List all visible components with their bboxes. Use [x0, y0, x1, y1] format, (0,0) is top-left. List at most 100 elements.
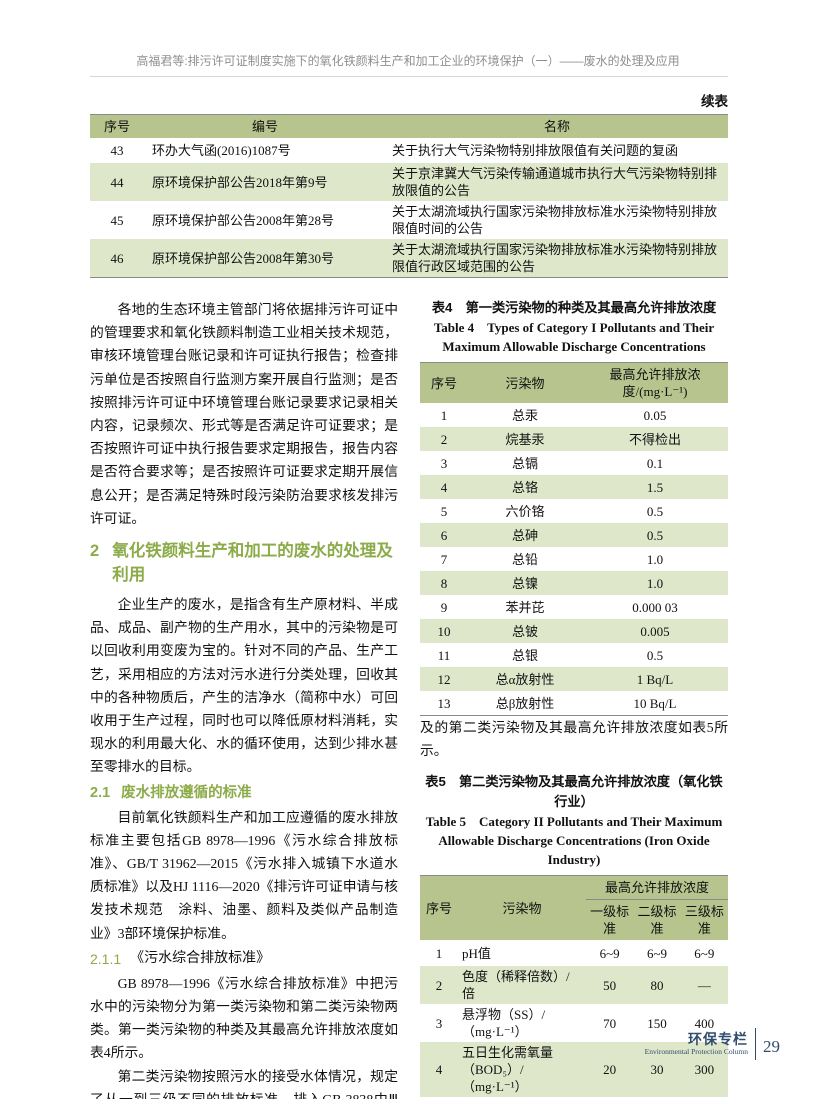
footer-divider	[755, 1028, 756, 1060]
table-cell: 1.0	[646, 575, 664, 591]
table-cell: 总砷	[511, 527, 538, 543]
continued-table-label: 续表	[701, 94, 728, 109]
paragraph: 及的第二类污染物及其最高允许排放浓度如表5所示。	[420, 720, 728, 759]
table-cell: —	[697, 977, 711, 993]
section-number: 2.1.1	[90, 950, 122, 967]
table-cell: 总银	[511, 647, 538, 663]
column-header-pollutant: 污染物	[458, 875, 586, 941]
page-footer: 环保专栏 Environmental Protection Column 29	[645, 1028, 780, 1060]
column-header-grade2: 二级标准	[633, 899, 681, 941]
table-row: 4 总铬 1.5	[420, 475, 728, 499]
column-header-grade1: 一级标准	[586, 899, 634, 941]
header-divider	[90, 76, 728, 77]
column-header-index: 序号	[420, 362, 468, 403]
section-number: 2	[90, 542, 100, 561]
table-row: 3 悬浮物（SS）/（mg·L⁻¹） 70 150 400	[420, 1004, 728, 1042]
table-cell: 30	[650, 1062, 664, 1078]
category1-pollutants-table: 序号 污染物 最高允许排放浓度/(mg·L⁻¹) 1 总汞 0.05 2 烷基汞 不得检出…	[420, 362, 728, 716]
table-cell: 1.5	[646, 479, 664, 495]
table-body: 1 总汞 0.05 2 烷基汞 不得检出 3 总镉 0.1 4 总铬 1.5 5 六价铬 0.5 6 总砷 0.5…	[420, 403, 728, 716]
table-row: 44 原环境保护部公告2018年第9号 关于京津冀大气污染传输通道城市执行大气污染物…	[90, 163, 728, 201]
table-row: 9 苯并芘 0.000 03	[420, 595, 728, 619]
page-content: 续表 序号 编号 名称 43 环办大气函(2016)1087号 关于执行大气污染物特…	[90, 90, 728, 1099]
table-cell: 44	[110, 174, 124, 190]
column-header-pollutant: 污染物	[468, 362, 582, 403]
footer-column-label: 环保专栏 Environmental Protection Column	[645, 1031, 748, 1057]
table-row: 6 总砷 0.5	[420, 523, 728, 547]
table-cell: 1.0	[646, 551, 664, 567]
paragraph: 企业生产的废水，是指含有生产原材料、半成品、成品、副产物的生产用水，其中的污染物…	[90, 597, 398, 775]
footer-column-en: Environmental Protection Column	[644, 1047, 748, 1056]
table-cell: 3	[440, 455, 448, 471]
right-column: 表4 第一类污染物的种类及其最高允许排放浓度 Table 4 Types of …	[420, 298, 728, 1099]
column-header-concentration: 最高允许排放浓度/(mg·L⁻¹)	[582, 362, 728, 403]
table-cell: 5	[440, 503, 448, 519]
paragraph: 各地的生态环境主管部门将依据排污许可证中的管理要求和氧化铁颜料制造工业相关技术规…	[90, 302, 398, 526]
table-cell: 0.000 03	[632, 599, 678, 615]
table-row: 4 五日生化需氧量（BOD₅）/（mg·L⁻¹） 20 30 300	[420, 1042, 728, 1098]
column-header-index: 序号	[90, 114, 144, 138]
table-cell: 五日生化需氧量（BOD₅）/（mg·L⁻¹）	[462, 1045, 554, 1095]
section-heading-2: 2 氧化铁颜料生产和加工的废水的处理及利用	[90, 539, 398, 587]
table-cell: 0.1	[646, 455, 664, 471]
table-cell: 80	[650, 977, 664, 993]
running-head: 高福君等:排污许可证制度实施下的氧化铁颜料生产和加工企业的环境保护（一）——废水…	[136, 54, 680, 68]
table-cell: 总α放射性	[495, 671, 555, 687]
table-cell: 总铅	[511, 551, 538, 567]
table-cell: 46	[110, 250, 124, 266]
regulations-continued-table: 序号 编号 名称 43 环办大气函(2016)1087号 关于执行大气污染物特别排放…	[90, 114, 728, 278]
table-cell: 4	[435, 1062, 443, 1078]
table-cell: 总镉	[511, 455, 538, 471]
table-cell: 7	[440, 551, 448, 567]
table-cell: 0.5	[646, 647, 664, 663]
table-cell: 70	[603, 1015, 617, 1031]
table-header: 序号 污染物 最高允许排放浓度 一级标准 二级标准 三级标准	[420, 875, 728, 941]
table-cell: 烷基汞	[505, 431, 545, 447]
table-cell: 9	[440, 599, 448, 615]
table-header: 序号 污染物 最高允许排放浓度/(mg·L⁻¹)	[420, 362, 728, 403]
section-title: 氧化铁颜料生产和加工的废水的处理及利用	[112, 542, 393, 585]
table-cell: 6	[440, 527, 448, 543]
table-cell: 0.005	[640, 623, 670, 639]
section-heading-2-1: 2.1 废水排放遵循的标准	[90, 782, 398, 804]
table-cell: 11	[437, 647, 451, 663]
table-row: 5 六价铬 0.5	[420, 499, 728, 523]
table-cell: 50	[603, 977, 617, 993]
table-row: 8 总镍 1.0	[420, 571, 728, 595]
table-cell: 2	[435, 977, 443, 993]
table-cell: 总镍	[511, 575, 538, 591]
table-cell: 20	[603, 1062, 617, 1078]
table-row: 13 总β放射性 10 Bq/L	[420, 691, 728, 716]
table-cell: 10	[437, 623, 451, 639]
table-cell: 43	[110, 143, 124, 158]
paragraph: 第二类污染物按照污水的接受水体情况，规定了从一到三级不同的排放标准。排入GB 3…	[90, 1068, 398, 1099]
table-cell: 6~9	[646, 945, 668, 961]
table-cell: 0.5	[646, 503, 664, 519]
footer-column-cn: 环保专栏	[688, 1031, 748, 1047]
section-title: 废水排放遵循的标准	[121, 784, 252, 801]
table-cell: 苯并芘	[505, 599, 545, 615]
table-cell: 环办大气函(2016)1087号	[152, 143, 291, 158]
table-cell: 13	[437, 695, 451, 711]
table-body: 1 pH值 6~9 6~9 6~9 2 色度（稀释倍数）/倍 50 80 — 3 悬浮物（SS）/（m…	[420, 940, 728, 1099]
table-row: 1 pH值 6~9 6~9 6~9	[420, 940, 728, 966]
table-cell: 色度（稀释倍数）/倍	[462, 969, 570, 1002]
header-row: 序号 编号 名称	[90, 114, 728, 138]
table-cell: 300	[694, 1062, 715, 1078]
paragraph: 目前氧化铁颜料生产和加工应遵循的废水排放标准主要包括GB 8978—1996《污…	[90, 809, 398, 941]
table-cell: 6~9	[599, 945, 620, 961]
table5-caption-en: Allowable Discharge Concentrations (Iron…	[438, 833, 710, 868]
table4-caption-en: Table 4 Types of Category I Pollutants a…	[433, 320, 715, 335]
table-cell: 总β放射性	[495, 695, 555, 711]
table-cell: 12	[437, 671, 451, 687]
table-cell: 150	[647, 1015, 667, 1031]
table-cell: 关于京津冀大气污染传输通道城市执行大气污染物特别排放限值的公告	[392, 166, 718, 198]
table-cell: 关于执行大气污染物特别排放限值有关问题的复函	[392, 143, 679, 158]
table-row: 1 总汞 0.05	[420, 403, 728, 427]
table-cell: pH值	[462, 945, 491, 961]
table-row: 43 环办大气函(2016)1087号 关于执行大气污染物特别排放限值有关问题的复函	[90, 138, 728, 163]
table-cell: 0.05	[643, 407, 667, 423]
table-body: 43 环办大气函(2016)1087号 关于执行大气污染物特别排放限值有关问题的复函…	[90, 138, 728, 278]
table-cell: 总汞	[511, 407, 538, 423]
